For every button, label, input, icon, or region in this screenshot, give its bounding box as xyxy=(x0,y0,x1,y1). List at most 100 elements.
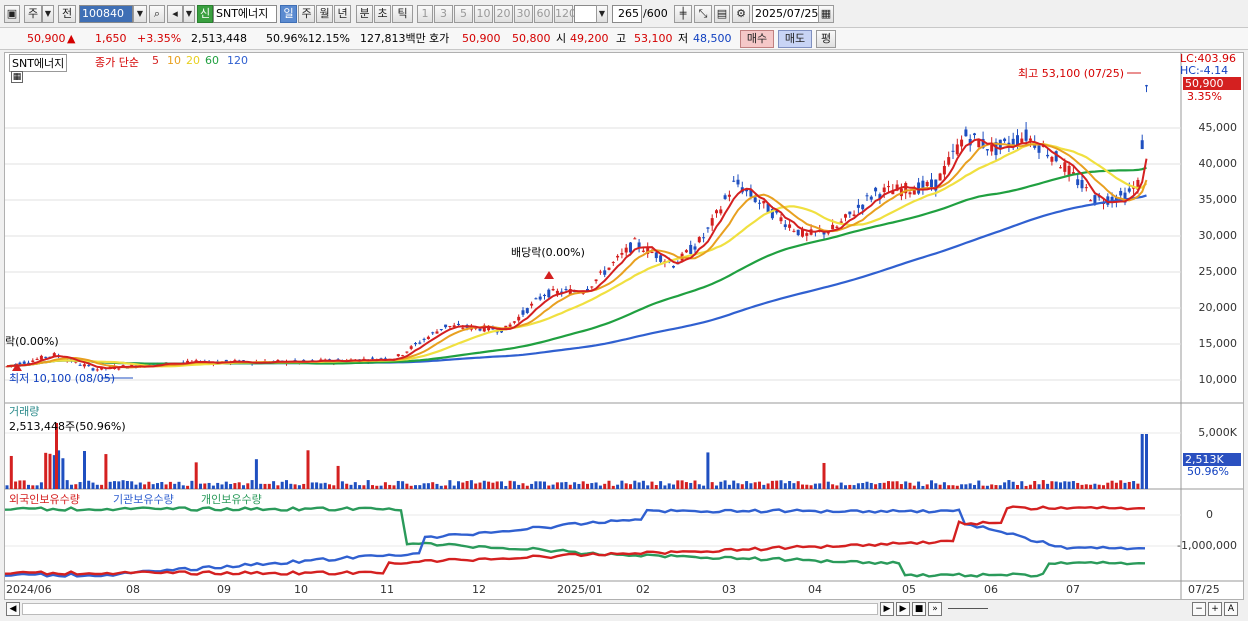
speaker-dropdown-icon[interactable]: ▼ xyxy=(183,5,195,23)
num-60-button[interactable]: 60 xyxy=(534,5,553,23)
volume-bar xyxy=(121,480,125,489)
num-5-button[interactable]: 5 xyxy=(454,5,473,23)
num-1-button[interactable]: 1 xyxy=(417,5,433,23)
num-10-button[interactable]: 10 xyxy=(474,5,493,23)
high-label: 고 xyxy=(616,32,627,45)
fast-forward-icon[interactable]: » xyxy=(928,602,942,616)
y-tick-45000: 45,000 xyxy=(1198,121,1238,134)
period-prev-button[interactable]: 전 xyxy=(58,5,76,23)
price-legend-ma: 종가 단순 xyxy=(95,56,139,69)
stock-name-field[interactable]: SNT에너지 xyxy=(213,5,277,23)
zoom-out-icon[interactable]: − xyxy=(1192,602,1206,616)
stock-code-input[interactable]: 100840 xyxy=(79,5,133,23)
bar-count-input[interactable]: 265 xyxy=(612,5,642,23)
candle-body xyxy=(1080,179,1084,189)
zoom-in-icon[interactable]: + xyxy=(1208,602,1222,616)
volume-bar xyxy=(345,483,349,489)
volume-bar xyxy=(1024,485,1028,489)
period-week-button[interactable]: 주 xyxy=(298,5,315,23)
volume-bar xyxy=(1106,482,1110,489)
period-tick-button[interactable]: 틱 xyxy=(392,5,413,23)
speaker-icon[interactable]: ◂ xyxy=(167,5,183,23)
eval-button[interactable]: 평 xyxy=(816,30,836,48)
chart-canvas[interactable] xyxy=(5,53,1243,599)
date-input[interactable]: 2025/07/25 xyxy=(752,5,820,23)
candle-body xyxy=(994,142,998,156)
layout-icon[interactable]: ▣ xyxy=(4,5,20,23)
volume-bar xyxy=(813,483,817,489)
save-icon[interactable]: ▤ xyxy=(714,5,730,23)
ma60-label: 60 xyxy=(205,54,219,67)
num-3-button[interactable]: 3 xyxy=(434,5,453,23)
volume-bar xyxy=(254,459,258,489)
period-year-button[interactable]: 년 xyxy=(334,5,351,23)
volume-bar xyxy=(362,485,366,489)
period-minute-button[interactable]: 분 xyxy=(356,5,373,23)
candle-body xyxy=(525,308,529,313)
candle-body xyxy=(775,210,779,213)
candle-body xyxy=(35,358,39,360)
candle-body xyxy=(130,364,134,366)
volume-bar xyxy=(1037,484,1041,489)
candle-body xyxy=(985,149,989,151)
code-dropdown-icon[interactable]: ▼ xyxy=(133,5,147,23)
chart-scrollbar[interactable]: ◀ ▶ ▶ ■ » − + A xyxy=(4,600,1244,618)
auto-scale-icon[interactable]: A xyxy=(1224,602,1238,616)
sell-button[interactable]: 매도 xyxy=(778,30,812,48)
stop-icon[interactable]: ■ xyxy=(912,602,926,616)
volume-bar xyxy=(418,485,422,489)
num-20-button[interactable]: 20 xyxy=(494,5,513,23)
candle-body xyxy=(839,221,843,224)
period-main-select[interactable]: 주 xyxy=(24,5,42,23)
zoom-slider[interactable] xyxy=(948,608,988,609)
volume-bar xyxy=(117,481,121,489)
candle-body xyxy=(461,327,465,329)
scroll-right-icon[interactable]: ▶ xyxy=(880,602,894,616)
period-month-button[interactable]: 월 xyxy=(316,5,333,23)
volume-bar xyxy=(891,481,895,489)
x-label-06: 06 xyxy=(984,583,998,596)
volume-bar xyxy=(130,481,134,489)
candle-body xyxy=(224,359,228,362)
buy-button[interactable]: 매수 xyxy=(740,30,774,48)
num-120-button[interactable]: 120 xyxy=(554,5,576,23)
candle-body xyxy=(1024,129,1028,141)
candle-body xyxy=(444,324,448,328)
candle-body xyxy=(749,189,753,197)
period-day-button[interactable]: 일 xyxy=(280,5,297,23)
custom-period-dropdown-icon[interactable]: ▼ xyxy=(596,5,608,23)
candle-body xyxy=(822,231,826,235)
candle-body xyxy=(78,364,82,366)
volume-title: 거래량 xyxy=(9,405,40,418)
volume-bar xyxy=(727,484,731,489)
candle-body xyxy=(452,325,456,327)
candle-body xyxy=(27,362,30,364)
gear-icon[interactable]: ⚙ xyxy=(732,5,750,23)
scroll-track[interactable] xyxy=(22,603,878,615)
candle-body xyxy=(538,296,542,300)
play-icon[interactable]: ▶ xyxy=(896,602,910,616)
volume-bar xyxy=(168,481,172,489)
up-arrow-icon: ▲ xyxy=(67,32,76,45)
holding-y-tick-0: 0 xyxy=(1206,508,1213,521)
search-icon[interactable]: ⌕ xyxy=(149,5,165,23)
chevron-down-icon[interactable]: ▼ xyxy=(42,5,54,23)
chart-area[interactable]: SNT에너지 종가 단순 5 10 20 60 120 ▦ LC:403.96 … xyxy=(4,52,1244,600)
volume-bar xyxy=(998,485,1002,489)
volume-bar xyxy=(358,485,362,489)
candle-body xyxy=(18,362,22,366)
calendar-icon[interactable]: ▦ xyxy=(818,5,834,23)
candle-body xyxy=(702,237,706,239)
candle-body xyxy=(495,331,499,333)
candle-body xyxy=(835,226,839,229)
scroll-left-icon[interactable]: ◀ xyxy=(6,602,20,616)
candle-type-icon[interactable]: ╪ xyxy=(674,5,692,23)
candle-body xyxy=(960,139,964,147)
table-icon[interactable]: ▦ xyxy=(11,71,23,83)
period-second-button[interactable]: 초 xyxy=(374,5,391,23)
num-30-button[interactable]: 30 xyxy=(514,5,533,23)
volume-bar xyxy=(1132,481,1136,489)
draw-tool-icon[interactable]: ⤡ xyxy=(694,5,712,23)
volume-bar xyxy=(48,453,52,489)
high-note: 최고 53,100 (07/25) xyxy=(1018,67,1125,80)
